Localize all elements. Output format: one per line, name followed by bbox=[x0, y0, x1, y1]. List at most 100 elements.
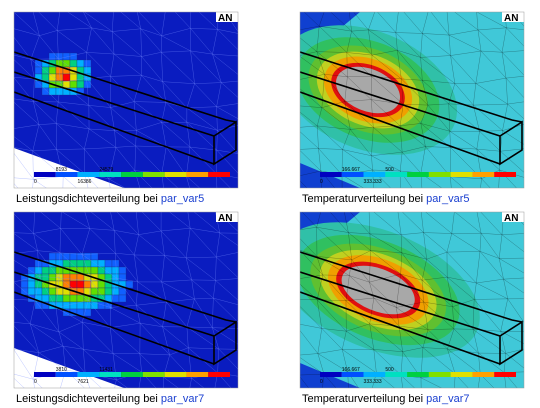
logo-box bbox=[502, 212, 524, 222]
hotspot-cell bbox=[48, 73, 57, 82]
legend-label: 500 bbox=[385, 167, 394, 173]
frame bbox=[299, 11, 525, 189]
logo: AN bbox=[504, 213, 518, 224]
hotspot-cell bbox=[41, 294, 50, 303]
hotspot-cell bbox=[69, 80, 78, 89]
legend-swatch bbox=[385, 372, 408, 377]
hotspot-cell bbox=[90, 266, 99, 275]
hotspot-cell bbox=[41, 87, 50, 96]
caption: Leistungsdichteverteilung bei par_var7 bbox=[16, 393, 204, 405]
legend-swatch bbox=[428, 172, 451, 177]
logo: AN bbox=[218, 13, 232, 24]
legend-swatch bbox=[472, 172, 495, 177]
legend-swatch bbox=[208, 372, 230, 377]
hotspot-cell bbox=[41, 266, 50, 275]
legend-swatch bbox=[320, 172, 342, 177]
hotspot-cell bbox=[48, 66, 57, 75]
hotspot-cell bbox=[48, 287, 57, 296]
legend-label: 7621 bbox=[78, 379, 89, 385]
hotspot-cell bbox=[76, 280, 85, 289]
hotspot-cell bbox=[83, 308, 92, 317]
hotspot-cell bbox=[20, 280, 29, 289]
caption-variable: par_var7 bbox=[426, 393, 469, 405]
hotspot-cell bbox=[125, 280, 134, 289]
logo-box bbox=[216, 212, 238, 222]
frame bbox=[299, 211, 525, 389]
caption: Leistungsdichteverteilung bei par_var5 bbox=[16, 193, 204, 205]
panel: 0 8193 16386 24579 AN Leistungsdichteverteilu… bbox=[13, 11, 239, 205]
legend-swatch bbox=[450, 172, 473, 177]
legend-label: 0 bbox=[34, 379, 37, 385]
hotspot-cell bbox=[34, 80, 43, 89]
legend-label: 333.333 bbox=[364, 179, 382, 185]
legend-swatch bbox=[450, 372, 473, 377]
caption-text: Leistungsdichteverteilung bei bbox=[16, 393, 158, 405]
hotspot-cell bbox=[104, 266, 113, 275]
beam-outline bbox=[300, 51, 523, 166]
hotspot-cell bbox=[69, 52, 78, 61]
hotspot-cell bbox=[76, 294, 85, 303]
hotspot-cell bbox=[118, 294, 127, 303]
frame bbox=[13, 11, 239, 189]
legend-swatch bbox=[34, 172, 56, 177]
caption-variable: par_var5 bbox=[161, 193, 204, 205]
hotspot-cell bbox=[41, 273, 50, 282]
hotspot-cell bbox=[118, 273, 127, 282]
logo: AN bbox=[504, 13, 518, 24]
legend-label: 333.333 bbox=[364, 379, 382, 385]
legend-swatch bbox=[142, 372, 165, 377]
hotspot-cell bbox=[69, 259, 78, 268]
legend-swatch bbox=[142, 172, 165, 177]
legend-swatch bbox=[363, 172, 386, 177]
legend-swatch bbox=[164, 372, 187, 377]
hotspot-cell bbox=[69, 59, 78, 68]
hotspot-cell bbox=[76, 59, 85, 68]
panel: 0 3810 7621 11431 AN Leistungsdichteverteilun… bbox=[13, 211, 239, 405]
legend-swatch bbox=[99, 372, 122, 377]
frame bbox=[13, 211, 239, 389]
beam-outline bbox=[300, 251, 523, 366]
legend-swatch bbox=[341, 172, 364, 177]
caption-text: Temperaturverteilung bei bbox=[302, 193, 423, 205]
hotspot-cell bbox=[34, 66, 43, 75]
logo: AN bbox=[218, 213, 232, 224]
legend-swatch bbox=[494, 372, 516, 377]
legend-swatch bbox=[407, 372, 429, 377]
legend-swatch bbox=[55, 172, 78, 177]
legend-swatch bbox=[208, 172, 230, 177]
hotspot-cell bbox=[27, 287, 36, 296]
logo-box bbox=[502, 12, 524, 22]
hotspot-cell bbox=[62, 273, 71, 282]
hotspot-cell bbox=[76, 73, 85, 82]
hotspot-cell bbox=[27, 280, 36, 289]
legend-swatch bbox=[341, 372, 364, 377]
caption: Temperaturverteilung bei par_var5 bbox=[302, 193, 470, 205]
legend-swatch bbox=[55, 372, 78, 377]
caption-variable: par_var5 bbox=[426, 193, 469, 205]
legend-label: 500 bbox=[385, 367, 394, 373]
legend-label: 24579 bbox=[99, 167, 113, 173]
hotspot-cell bbox=[111, 266, 120, 275]
hotspot-cell bbox=[118, 266, 127, 275]
hotspot-cell bbox=[69, 294, 78, 303]
logo-box bbox=[216, 12, 238, 22]
caption-text: Leistungsdichteverteilung bei bbox=[16, 193, 158, 205]
legend-label: 11431 bbox=[99, 367, 113, 373]
hotspot-cell bbox=[76, 301, 85, 310]
caption-text: Temperaturverteilung bei bbox=[302, 393, 423, 405]
legend-swatch bbox=[99, 172, 122, 177]
legend-swatch bbox=[494, 172, 516, 177]
legend-label: 0 bbox=[320, 379, 323, 385]
legend-swatch bbox=[77, 372, 100, 377]
hotspot-cell bbox=[76, 259, 85, 268]
beam-outline bbox=[14, 51, 237, 166]
hotspot-cell bbox=[41, 287, 50, 296]
legend-label: 166.667 bbox=[342, 167, 360, 173]
hotspot-cell bbox=[55, 287, 64, 296]
simulation-image bbox=[14, 212, 238, 388]
hotspot-cell bbox=[97, 280, 106, 289]
hotspot-cell bbox=[104, 259, 113, 268]
